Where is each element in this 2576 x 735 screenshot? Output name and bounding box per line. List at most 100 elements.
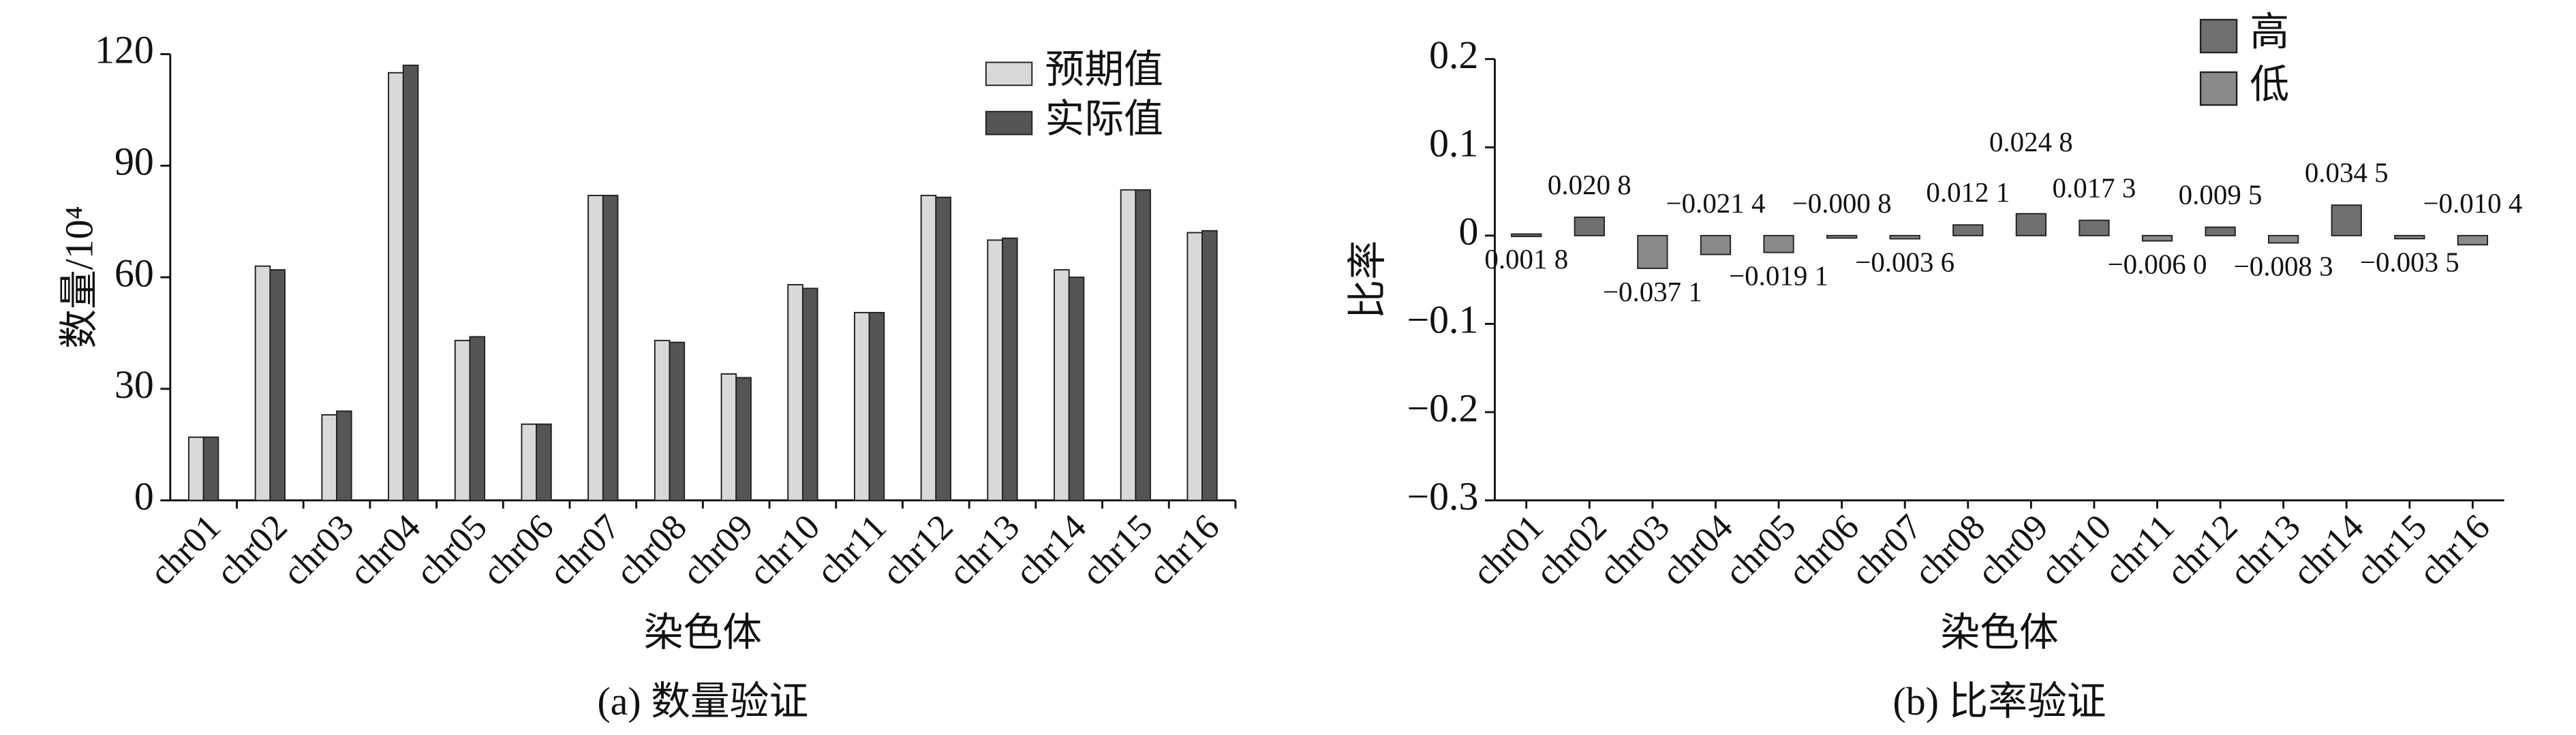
x-tick-label: chr14 <box>1008 507 1094 593</box>
x-tick-label: chr10 <box>741 507 827 593</box>
bar <box>1826 234 1858 239</box>
y-tick-label: −0.3 <box>1407 474 1479 518</box>
y-tick-label: 0.1 <box>1429 121 1478 166</box>
value-label: −0.037 1 <box>1603 277 1702 307</box>
x-tick-label: chr06 <box>1781 507 1867 593</box>
x-tick-label: chr07 <box>542 507 628 593</box>
legend-label: 高 <box>2250 10 2289 54</box>
value-label: 0.017 3 <box>2053 172 2136 203</box>
y-tick-label: 90 <box>114 140 154 184</box>
y-tick-label: 0 <box>134 474 154 518</box>
legend-swatch <box>2199 71 2238 106</box>
x-tick-label: chr08 <box>609 507 694 593</box>
x-tick-label: chr16 <box>1141 507 1227 593</box>
bar <box>321 414 338 501</box>
x-tick-label: chr02 <box>1528 507 1614 593</box>
bar <box>587 194 604 501</box>
bar <box>202 436 219 501</box>
x-tick-label: chr12 <box>2159 507 2245 593</box>
x-tick-label: chr03 <box>1591 507 1677 593</box>
value-label: −0.000 8 <box>1792 188 1892 219</box>
y-tick-label: 60 <box>114 251 154 295</box>
value-label: −0.003 6 <box>1855 247 1954 277</box>
bar <box>920 194 937 501</box>
bar <box>1002 237 1018 501</box>
x-tick-label: chr02 <box>209 507 294 593</box>
x-tick-label: chr09 <box>1969 507 2055 593</box>
bar <box>1511 233 1542 238</box>
bar <box>1700 234 1732 255</box>
bar <box>987 239 1003 501</box>
bar <box>1574 216 1605 236</box>
y-tick-label: 0.2 <box>1429 33 1478 77</box>
bar <box>868 311 885 501</box>
bar <box>720 373 737 501</box>
bar <box>1068 277 1085 501</box>
y-axis-title: 数量/10⁴ <box>57 206 101 349</box>
bar <box>602 194 619 501</box>
bar <box>1763 234 1794 253</box>
legend-swatch <box>985 61 1033 87</box>
value-label: −0.008 3 <box>2234 251 2333 282</box>
value-label: −0.021 4 <box>1666 188 1766 219</box>
bar <box>1637 234 1668 269</box>
x-axis-title: 染色体 <box>1940 610 2058 655</box>
x-tick-label: chr11 <box>2097 507 2182 592</box>
bar <box>669 341 686 501</box>
x-tick-label: chr13 <box>2222 507 2308 593</box>
x-tick-label: chr04 <box>342 507 428 593</box>
value-label: −0.010 4 <box>2423 188 2522 219</box>
bar <box>801 287 818 501</box>
x-tick-label: chr03 <box>275 507 361 593</box>
legend-swatch <box>985 110 1033 136</box>
x-tick-label: chr05 <box>1717 507 1803 593</box>
y-tick-label: 0 <box>1458 209 1478 253</box>
bar <box>454 339 471 501</box>
y-tick-label: −0.1 <box>1407 298 1479 342</box>
bar <box>654 339 671 501</box>
bar <box>469 336 486 501</box>
bar <box>254 265 271 501</box>
x-tick-label: chr10 <box>2033 507 2119 593</box>
value-label: −0.006 0 <box>2108 249 2207 280</box>
bar <box>388 72 404 501</box>
bar <box>2015 213 2047 236</box>
y-tick-label: −0.2 <box>1407 386 1479 430</box>
x-tick-label: chr04 <box>1655 507 1741 593</box>
x-tick-label: chr15 <box>2348 507 2434 593</box>
bar <box>269 269 286 501</box>
x-tick-label: chr14 <box>2285 507 2371 593</box>
x-axis-title: 染色体 <box>644 610 762 655</box>
value-label: 0.009 5 <box>2179 180 2263 210</box>
x-tick-label: chr05 <box>409 507 495 593</box>
x-tick-label: chr11 <box>809 507 894 592</box>
bar <box>536 423 552 501</box>
caption: (b) 比率验证 <box>1893 679 2106 723</box>
value-label: −0.003 5 <box>2360 247 2459 277</box>
bar <box>2141 234 2173 242</box>
x-tick-label: chr12 <box>874 507 960 593</box>
legend-label: 预期值 <box>1045 48 1163 92</box>
value-label: 0.034 5 <box>2305 157 2389 188</box>
x-tick-label: chr16 <box>2411 507 2497 593</box>
x-tick-label: chr09 <box>675 507 761 593</box>
bar <box>188 436 204 501</box>
bar <box>521 423 538 501</box>
value-label: 0.001 8 <box>1484 244 1568 275</box>
bar <box>1120 189 1137 501</box>
bar <box>2079 219 2110 236</box>
bar <box>1952 224 1984 236</box>
x-tick-label: chr01 <box>142 507 228 593</box>
value-label: 0.012 1 <box>1926 177 2010 208</box>
bar <box>1201 230 1218 501</box>
x-tick-label: chr13 <box>941 507 1027 593</box>
x-tick-label: chr07 <box>1843 507 1929 593</box>
bar <box>1054 269 1070 501</box>
bar <box>935 196 951 501</box>
y-tick-label: 30 <box>114 362 154 407</box>
y-tick-label: 120 <box>95 28 154 72</box>
bar <box>1889 234 1920 240</box>
x-tick-label: chr06 <box>475 507 561 593</box>
x-tick-label: chr08 <box>1907 507 1993 593</box>
